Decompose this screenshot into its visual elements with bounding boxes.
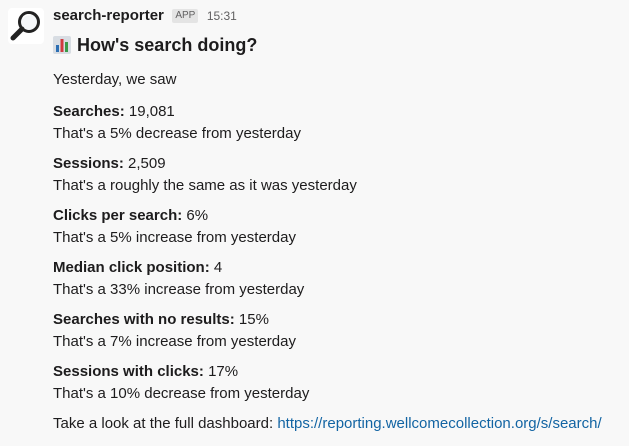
metric-value: 6% (186, 207, 209, 224)
metric-change: That's a 5% decrease from yesterday (53, 125, 301, 142)
message-header: search-reporter APP 15:31 (53, 6, 623, 26)
metric-change: That's a 10% decrease from yesterday (53, 385, 310, 402)
metric-block: Sessions: 2,509 That's a roughly the same… (53, 153, 623, 197)
metric-block: Sessions with clicks: 17% That's a 10% de… (53, 361, 623, 405)
metric-block: Searches with no results: 15% That's a 7%… (53, 309, 623, 353)
title-text: How's search doing? (77, 35, 258, 55)
metric-value: 19,081 (128, 103, 175, 120)
message-content: search-reporter APP 15:31 How's search d… (53, 6, 623, 435)
intro-text: Yesterday, we saw (53, 71, 177, 88)
metric-change: That's a 5% increase from yesterday (53, 229, 296, 246)
metric-value: 2,509 (128, 155, 166, 172)
magnifying-glass-icon (10, 11, 40, 41)
metric-label: Median click position: (53, 259, 210, 276)
metric-label: Searches with no results: (53, 311, 235, 328)
metric-change: That's a roughly the same as it was yest… (53, 177, 357, 194)
metric-value: 17% (208, 363, 239, 380)
metric-label: Sessions: (53, 155, 124, 172)
metric-value: 15% (238, 311, 269, 328)
metric-value-line: Sessions with clicks: 17% (53, 361, 623, 383)
metric-block: Median click position: 4 That's a 33% inc… (53, 257, 623, 301)
avatar[interactable] (8, 8, 44, 44)
metric-value: 4 (213, 259, 223, 276)
metric-value-line: Searches: 19,081 (53, 101, 623, 123)
metric-value-line: Searches with no results: 15% (53, 309, 623, 331)
timestamp[interactable]: 15:31 (206, 9, 237, 23)
app-badge: APP (172, 9, 199, 23)
bar-chart-icon (53, 36, 71, 54)
message-title: How's search doing? (53, 33, 623, 57)
metrics-list: Searches: 19,081 That's a 5% decrease fro… (53, 101, 623, 405)
metric-label: Sessions with clicks: (53, 363, 204, 380)
metric-block: Searches: 19,081 That's a 5% decrease fro… (53, 101, 623, 145)
metric-block: Clicks per search: 6% That's a 5% increas… (53, 205, 623, 249)
footer-text: Take a look at the full dashboard: (53, 415, 274, 432)
metric-change: That's a 33% increase from yesterday (53, 281, 305, 298)
metric-value-line: Clicks per search: 6% (53, 205, 623, 227)
metric-label: Clicks per search: (53, 207, 183, 224)
dashboard-link[interactable]: https://reporting.wellcomecollection.org… (277, 415, 602, 432)
app-name[interactable]: search-reporter (53, 7, 164, 24)
metric-value-line: Sessions: 2,509 (53, 153, 623, 175)
metric-change: That's a 7% increase from yesterday (53, 333, 296, 350)
metric-label: Searches: (53, 103, 125, 120)
metric-value-line: Median click position: 4 (53, 257, 623, 279)
dashboard-footer: Take a look at the full dashboard: https… (53, 413, 623, 435)
